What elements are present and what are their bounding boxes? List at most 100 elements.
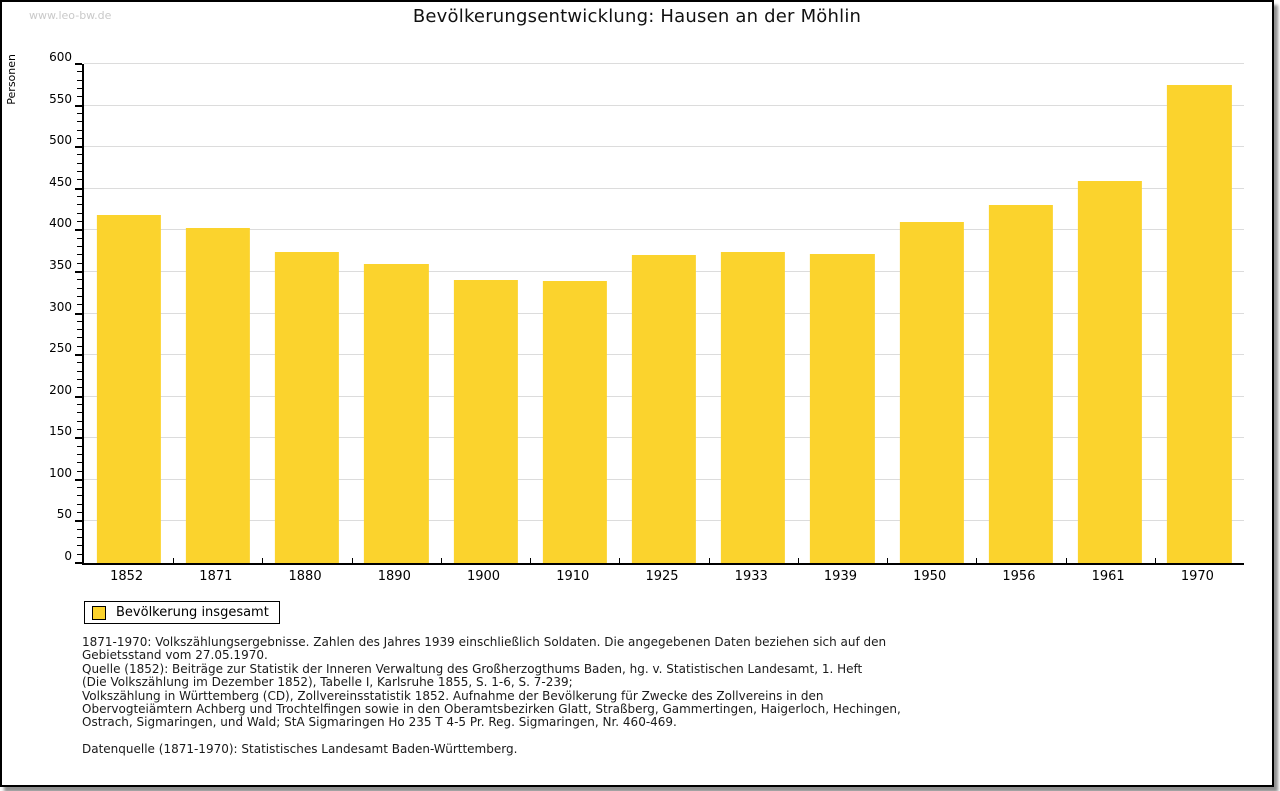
y-axis-minor-tick — [77, 71, 82, 73]
y-axis-tick-label: 300 — [49, 299, 72, 314]
x-axis-tick-label: 1950 — [913, 569, 947, 584]
footnote-line: Datenquelle (1871-1970): Statistisches L… — [82, 742, 518, 757]
y-axis-major-tick — [75, 478, 82, 481]
y-axis-minor-tick — [77, 154, 82, 156]
y-axis-tick-label: 600 — [49, 50, 72, 64]
x-axis-tick-label: 1970 — [1180, 569, 1214, 584]
bar-1956 — [988, 205, 1054, 563]
y-axis-minor-tick — [77, 337, 82, 339]
y-axis-minor-tick — [77, 304, 82, 306]
x-axis-tick-label: 1900 — [466, 569, 501, 584]
x-axis-tick-label: 1910 — [556, 569, 590, 584]
y-axis-minor-tick — [77, 137, 82, 139]
y-axis-minor-tick — [77, 412, 82, 414]
y-axis-minor-tick — [77, 162, 82, 164]
y-axis-minor-tick — [77, 279, 82, 281]
y-axis-major-tick — [75, 63, 82, 65]
y-axis-minor-tick — [77, 79, 82, 81]
y-axis-major-tick — [75, 146, 82, 149]
y-axis-tick-label: 200 — [49, 382, 72, 397]
legend-box: Bevölkerung insgesamt — [84, 601, 280, 624]
y-axis-minor-tick — [77, 320, 82, 322]
y-axis-minor-tick — [77, 379, 82, 381]
x-axis-tick-label: 1852 — [110, 569, 144, 584]
y-axis-minor-tick — [77, 445, 82, 447]
footnote-line: 1871-1970: Volkszählungsergebnisse. Zahl… — [82, 635, 887, 649]
x-axis-tick-label: 1880 — [288, 569, 322, 584]
footnote-line: Gebietsstand vom 27.05.1970. — [82, 648, 268, 663]
y-axis-major-tick — [75, 270, 82, 273]
x-axis-boundary-tick — [440, 558, 442, 563]
legend-label: Bevölkerung insgesamt — [116, 605, 269, 620]
bar-1890 — [364, 264, 429, 563]
bar-1900 — [453, 280, 518, 563]
y-axis-tick-label: 550 — [49, 91, 72, 106]
y-axis-minor-tick — [77, 453, 82, 455]
x-axis-tick-label: 1890 — [377, 569, 411, 584]
y-axis-tick-label: 50 — [56, 507, 72, 522]
bar-1950 — [899, 222, 964, 563]
y-axis-minor-tick — [77, 420, 82, 422]
bar-1970 — [1167, 84, 1232, 563]
y-axis-minor-tick — [77, 212, 82, 214]
y-axis-minor-tick — [77, 362, 82, 364]
gridline — [84, 187, 1244, 189]
bar-1961 — [1078, 181, 1143, 563]
y-axis-minor-tick — [77, 237, 82, 239]
y-axis-minor-tick — [77, 495, 82, 497]
y-axis-major-tick — [75, 395, 82, 398]
x-axis-tick-label: 1933 — [734, 569, 768, 584]
y-axis-major-tick — [75, 437, 82, 440]
gridline — [84, 63, 1244, 64]
y-axis-minor-tick — [77, 171, 82, 173]
x-axis-boundary-tick — [976, 558, 978, 563]
gridline — [84, 104, 1244, 106]
x-axis-boundary-tick — [797, 558, 799, 563]
x-axis-tick-label: 1871 — [199, 569, 233, 584]
y-axis-minor-tick — [77, 512, 82, 514]
x-axis-boundary-tick — [887, 558, 889, 563]
y-axis-tick-label: 400 — [49, 216, 72, 231]
y-axis-minor-tick — [77, 470, 82, 472]
x-axis-boundary-tick — [708, 558, 710, 563]
y-axis-tick-label: 100 — [49, 465, 72, 480]
y-axis-minor-tick — [77, 428, 82, 430]
y-axis-tick-label: 0 — [64, 549, 72, 563]
bar-1871 — [185, 227, 250, 563]
y-axis-minor-tick — [77, 553, 82, 555]
y-axis-minor-tick — [77, 129, 82, 131]
footnote-line: Ostrach, Sigmaringen, und Wald; StA Sigm… — [82, 715, 677, 730]
y-axis-minor-tick — [77, 254, 82, 256]
footnote-line: Volkszählung in Württemberg (CD), Zollve… — [82, 688, 824, 703]
y-axis-minor-tick — [77, 262, 82, 264]
y-axis-minor-tick — [77, 503, 82, 505]
x-axis-boundary-tick — [262, 558, 264, 563]
y-axis-major-tick — [75, 520, 82, 523]
y-axis-major-tick — [75, 187, 82, 190]
y-axis-tick-label: 450 — [49, 174, 72, 189]
x-axis-labels: 1852 1871 1880 1890 1900 1910 1925 1933 1939 1950… — [82, 569, 1242, 585]
bar-1925 — [631, 255, 697, 563]
y-axis-minor-tick — [77, 537, 82, 539]
x-axis-boundary-tick — [619, 558, 621, 563]
y-axis-minor-tick — [77, 112, 82, 114]
y-axis-minor-tick — [77, 87, 82, 89]
y-axis-minor-tick — [77, 403, 82, 405]
x-axis-tick-label: 1925 — [645, 569, 679, 584]
y-axis-tick-label: 150 — [49, 424, 72, 439]
y-axis-minor-tick — [77, 221, 82, 223]
y-axis-major-tick — [75, 562, 82, 564]
y-axis-major-tick — [75, 104, 82, 107]
x-axis-boundary-tick — [530, 558, 532, 563]
y-axis-minor-tick — [77, 370, 82, 372]
bar-1910 — [542, 281, 607, 563]
bar-1939 — [810, 254, 875, 563]
footnote-line: Quelle (1852): Beiträge zur Statistik de… — [82, 661, 863, 676]
y-axis-minor-tick — [77, 545, 82, 547]
y-axis-minor-tick — [77, 96, 82, 98]
y-axis-minor-tick — [77, 196, 82, 198]
x-axis-tick-label: 1961 — [1091, 569, 1125, 584]
y-axis-label: Personen — [5, 54, 18, 105]
plot-area: 0 50 100 150 200 250 300 350 400 450 500 550 600 — [49, 50, 1244, 565]
